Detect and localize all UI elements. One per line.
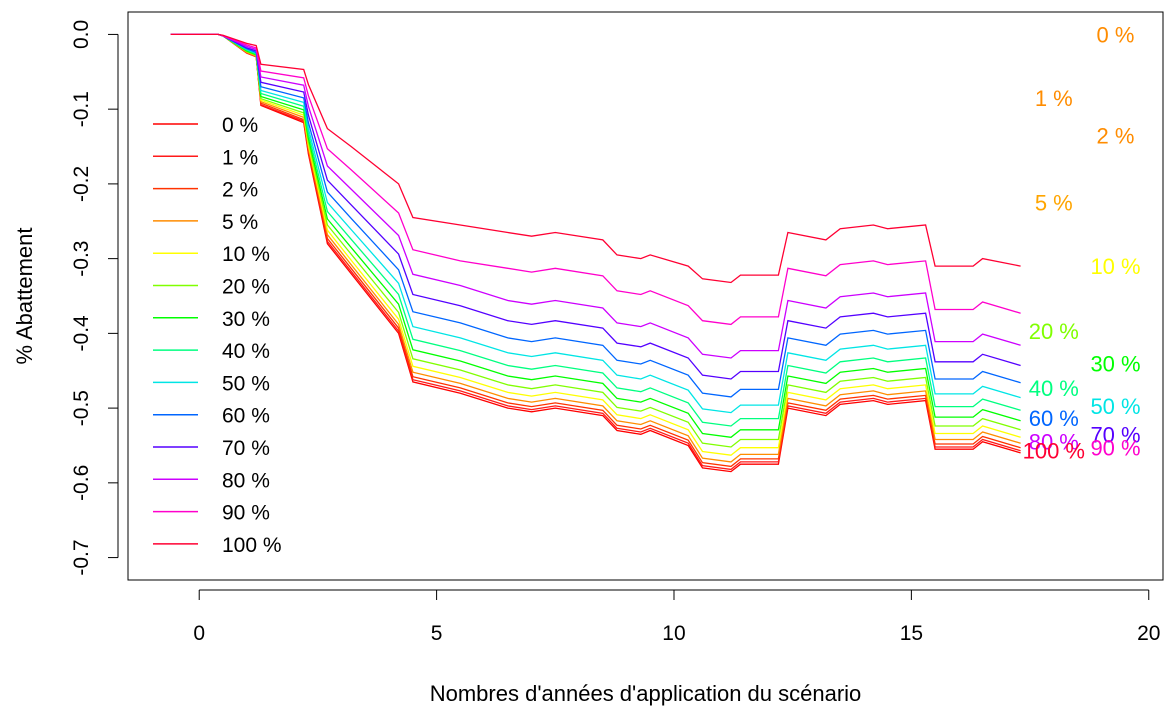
end-label: 80 % [1029, 430, 1079, 455]
end-label: 60 % [1029, 406, 1079, 431]
axis-layer: 0 5 10 15 20 0.0 -0.1 -0.2 -0.3 -0.4 -0.5 -0.6 -0.7 [70, 20, 1160, 645]
legend-label: 50 % [222, 372, 270, 395]
legend-label: 0 % [222, 114, 258, 137]
x-tick-label: 0 [193, 622, 205, 645]
series-line-10 [170, 33, 1021, 380]
series-layer [170, 33, 1021, 473]
legend-label: 30 % [222, 308, 270, 331]
legend-label: 40 % [222, 340, 270, 363]
x-tick-label: 10 [662, 622, 685, 645]
x-tick-label: 15 [900, 622, 923, 645]
end-label: 0 % [1097, 22, 1135, 47]
end-label: 30 % [1090, 351, 1140, 376]
series-line-1 [170, 33, 1021, 471]
series-line-13 [170, 33, 1021, 284]
end-label: 40 % [1029, 376, 1079, 401]
y-tick-label: -0.3 [70, 241, 93, 277]
x-axis-title: Nombres d'années d'application du scénar… [430, 681, 862, 706]
legend-label: 100 % [222, 534, 282, 557]
end-label: 5 % [1035, 191, 1073, 216]
end-label: 1 % [1035, 86, 1073, 111]
series-line-5 [170, 33, 1021, 448]
legend-label: 10 % [222, 243, 270, 266]
y-tick-label: 0.0 [70, 20, 93, 49]
series-line-7 [170, 33, 1021, 427]
legend-label: 2 % [222, 179, 258, 202]
y-tick-label: -0.1 [70, 91, 93, 127]
y-tick-label: -0.5 [70, 390, 93, 426]
series-line-4 [170, 33, 1021, 456]
legend-label: 70 % [222, 437, 270, 460]
end-label: 90 % [1090, 436, 1140, 461]
series-line-3 [170, 33, 1021, 463]
end-label: 50 % [1090, 394, 1140, 419]
y-tick-label: -0.4 [70, 315, 93, 352]
end-label: 70 % [1090, 422, 1140, 447]
end-label: 20 % [1029, 319, 1079, 344]
series-line-9 [170, 33, 1021, 398]
legend: 0 % 1 % 2 % 5 % 10 % 20 % 30 % 40 % 50 % 60 % 70 %… [153, 114, 282, 557]
x-tick-label: 5 [431, 622, 443, 645]
plot-frame [127, 11, 1164, 581]
legend-label: 20 % [222, 276, 270, 299]
series-line-6 [170, 33, 1021, 438]
y-axis-title: % Abattement [12, 228, 37, 365]
series-line-2 [170, 33, 1021, 468]
end-label: 10 % [1090, 254, 1140, 279]
legend-label: 5 % [222, 211, 258, 234]
end-labels: 0 % 1 % 2 % 5 % 10 % 20 % 30 % 40 % 50 % 60 % 70 %… [1023, 22, 1141, 463]
series-line-0 [170, 33, 1021, 473]
series-line-8 [170, 33, 1021, 414]
legend-label: 1 % [222, 146, 258, 169]
end-label: 2 % [1097, 123, 1135, 148]
series-line-12 [170, 33, 1021, 326]
legend-label: 60 % [222, 405, 270, 428]
y-tick-label: -0.7 [70, 539, 93, 575]
legend-label: 90 % [222, 502, 270, 525]
legend-label: 80 % [222, 469, 270, 492]
end-label: 100 % [1023, 439, 1085, 464]
x-tick-label: 20 [1137, 622, 1160, 645]
y-tick-label: -0.6 [70, 465, 93, 501]
y-tick-label: -0.2 [70, 166, 93, 202]
series-line-11 [170, 33, 1021, 359]
